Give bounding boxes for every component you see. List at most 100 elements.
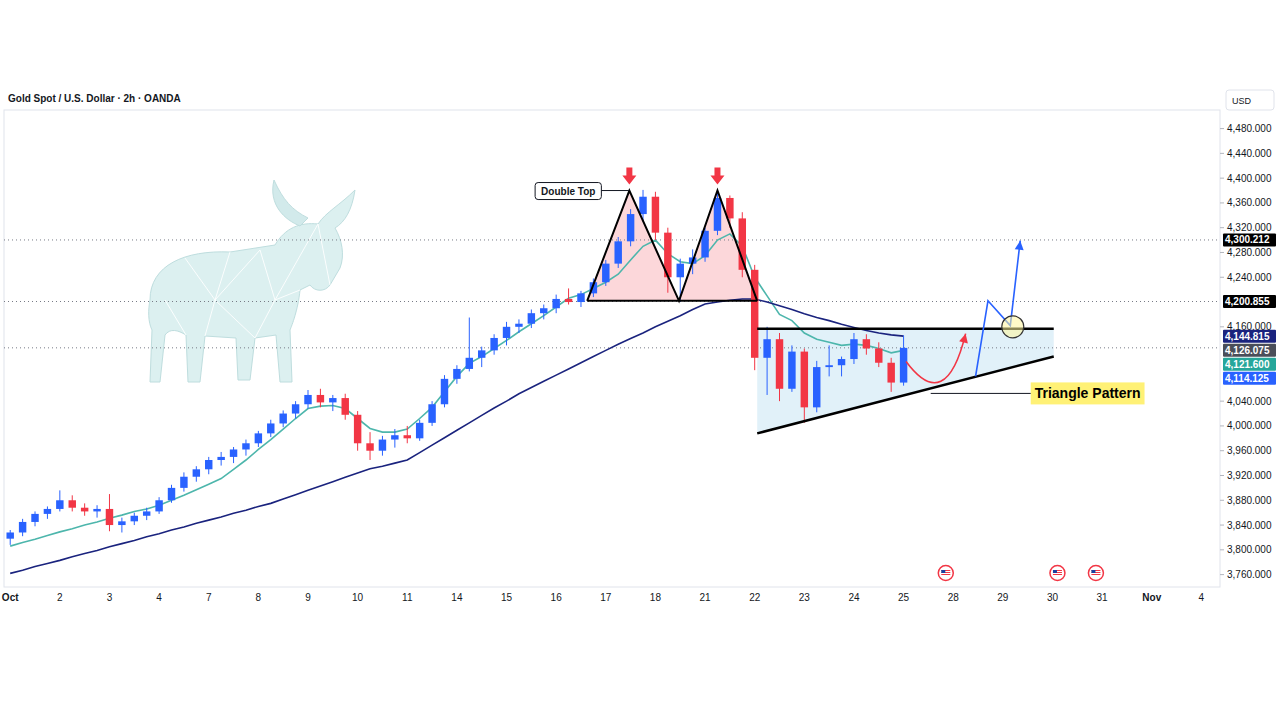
x-tick-label: 24 <box>848 592 860 603</box>
y-tick <box>1220 401 1224 402</box>
y-tick-label: 4,400.000 <box>1227 173 1272 184</box>
candle-body <box>490 338 497 350</box>
x-tick-label: 14 <box>451 592 463 603</box>
y-tick-label: 4,040.000 <box>1227 396 1272 407</box>
y-tick <box>1220 227 1224 228</box>
projection-curve <box>906 334 966 383</box>
y-tick <box>1220 500 1224 501</box>
y-tick-label: 4,440.000 <box>1227 148 1272 159</box>
candle-body <box>900 348 907 383</box>
y-tick <box>1220 252 1224 253</box>
flag-stripe <box>941 574 950 575</box>
x-tick-label: 30 <box>1047 592 1059 603</box>
candle-wick <box>332 395 333 411</box>
price-tag <box>1223 295 1276 308</box>
candle-body <box>366 443 373 450</box>
candle-body <box>540 308 547 313</box>
candle-body <box>863 339 870 348</box>
annotation-box <box>535 183 601 200</box>
candle-body <box>478 350 485 357</box>
background <box>0 0 1280 720</box>
candle-body <box>118 521 125 525</box>
event-icon <box>1088 566 1103 581</box>
candle-body <box>31 514 38 522</box>
candle-body <box>565 299 572 302</box>
y-tick-label: 3,880.000 <box>1227 495 1272 506</box>
x-tick-label: 4 <box>156 592 162 603</box>
x-tick-label: Nov <box>1142 592 1161 603</box>
currency-box <box>1226 90 1274 110</box>
price-line <box>4 301 1220 302</box>
breakout-target <box>1002 316 1024 338</box>
candle-body <box>602 264 609 283</box>
x-tick-label: 18 <box>650 592 662 603</box>
x-tick-label: 28 <box>948 592 960 603</box>
candle-body <box>776 339 783 389</box>
candle-body <box>255 433 262 443</box>
flag <box>941 570 950 576</box>
y-tick <box>1220 549 1224 550</box>
candle-body <box>404 435 411 438</box>
candle-body <box>93 509 100 511</box>
candle-body <box>577 293 584 302</box>
annotation-box <box>1031 382 1145 404</box>
candle-body <box>131 516 138 522</box>
candle-body <box>552 299 559 308</box>
y-tick <box>1220 128 1224 129</box>
x-tick-label: 7 <box>206 592 212 603</box>
annotation-label: Triangle Pattern <box>1035 385 1141 401</box>
triangle-fill <box>757 329 1054 434</box>
double-top-line <box>587 191 757 301</box>
y-tick-label: 3,840.000 <box>1227 520 1272 531</box>
y-tick <box>1220 574 1224 575</box>
flag-canton <box>1091 570 1095 573</box>
candle-body <box>453 369 460 379</box>
y-tick <box>1220 202 1224 203</box>
flag-stripe <box>1053 574 1062 575</box>
x-tick-label: 31 <box>1097 592 1109 603</box>
triangle-lower <box>757 357 1054 434</box>
candle-body <box>292 404 299 413</box>
y-tick <box>1220 425 1224 426</box>
y-tick <box>1220 178 1224 179</box>
price-tag-label: 4,121.600 <box>1225 359 1270 370</box>
x-tick-label: 15 <box>501 592 513 603</box>
candle-body <box>44 509 51 514</box>
y-tick-label: 4,000.000 <box>1227 420 1272 431</box>
x-tick-label: 3 <box>107 592 113 603</box>
candle-body <box>813 367 820 407</box>
candle-body <box>627 214 634 241</box>
price-tag <box>1223 358 1276 371</box>
x-tick-label: 10 <box>352 592 364 603</box>
x-tick-label: 22 <box>749 592 761 603</box>
y-tick-label: 3,760.000 <box>1227 569 1272 580</box>
x-tick-label: 16 <box>551 592 563 603</box>
y-tick-label: 4,240.000 <box>1227 272 1272 283</box>
chart-title: Gold Spot / U.S. Dollar · 2h · OANDA <box>8 93 181 104</box>
candle-body <box>416 423 423 438</box>
candle-wick <box>407 426 408 443</box>
candle-body <box>354 415 361 443</box>
candle-body <box>217 457 224 460</box>
flag-canton <box>1053 570 1057 573</box>
candle-body <box>838 359 845 365</box>
annotation-leader <box>931 393 1031 394</box>
price-tag <box>1223 330 1276 343</box>
bull-body <box>149 190 355 382</box>
candle-body <box>143 511 150 515</box>
candle-body <box>379 440 386 451</box>
event-ring <box>1050 566 1065 581</box>
candle-body <box>168 488 175 500</box>
projection-path <box>976 241 1021 377</box>
peak-arrow <box>622 168 636 185</box>
candle-body <box>155 500 162 511</box>
annotation-leader <box>601 190 629 191</box>
candle-body <box>19 522 26 533</box>
candle-body <box>875 349 882 363</box>
candle-body <box>763 339 770 358</box>
flag-stripe <box>1091 574 1100 575</box>
y-tick <box>1220 326 1224 327</box>
y-tick-label: 4,280.000 <box>1227 247 1272 258</box>
chart: Double TopTriangle Pattern4,480.0004,440… <box>0 0 1280 720</box>
y-tick-label: 4,480.000 <box>1227 123 1272 134</box>
